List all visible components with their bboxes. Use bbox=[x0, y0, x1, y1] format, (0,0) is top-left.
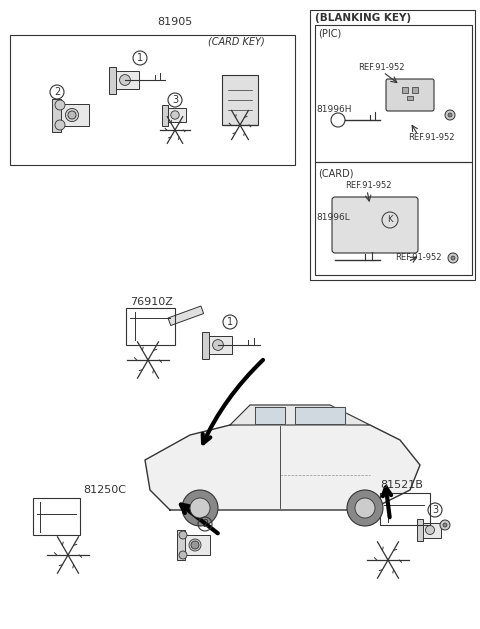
Polygon shape bbox=[295, 407, 345, 424]
Circle shape bbox=[179, 531, 187, 539]
Circle shape bbox=[445, 110, 455, 120]
Bar bbox=[180, 535, 210, 555]
Circle shape bbox=[448, 253, 458, 263]
FancyBboxPatch shape bbox=[386, 79, 434, 111]
Bar bbox=[380, 493, 430, 525]
Text: 3: 3 bbox=[172, 95, 178, 105]
Circle shape bbox=[65, 108, 79, 121]
Circle shape bbox=[55, 100, 65, 110]
Bar bbox=[417, 519, 422, 541]
Text: REF.91-952: REF.91-952 bbox=[408, 133, 455, 143]
Circle shape bbox=[448, 113, 452, 117]
Text: 81250C: 81250C bbox=[83, 485, 126, 495]
Bar bbox=[56, 104, 88, 126]
Circle shape bbox=[440, 520, 450, 530]
Bar bbox=[33, 498, 80, 535]
Text: 2: 2 bbox=[54, 87, 60, 97]
Circle shape bbox=[191, 541, 199, 549]
Circle shape bbox=[347, 490, 383, 526]
Bar bbox=[165, 108, 185, 122]
Circle shape bbox=[182, 490, 218, 526]
Bar bbox=[419, 523, 441, 538]
Circle shape bbox=[443, 523, 447, 527]
Polygon shape bbox=[145, 420, 420, 510]
Bar bbox=[315, 162, 472, 275]
Text: 3: 3 bbox=[432, 505, 438, 515]
Bar bbox=[162, 104, 168, 126]
Text: K: K bbox=[387, 216, 393, 225]
Text: (CARD KEY): (CARD KEY) bbox=[208, 37, 265, 47]
FancyBboxPatch shape bbox=[332, 197, 418, 253]
Circle shape bbox=[190, 498, 210, 518]
Bar bbox=[222, 75, 258, 125]
Bar bbox=[52, 99, 61, 131]
Bar bbox=[310, 10, 475, 280]
Bar bbox=[126, 308, 175, 345]
Text: 81521B: 81521B bbox=[380, 480, 423, 490]
Text: 81905: 81905 bbox=[157, 17, 192, 27]
Polygon shape bbox=[230, 405, 370, 425]
Text: 2: 2 bbox=[202, 519, 208, 529]
Circle shape bbox=[68, 111, 76, 119]
Text: 76910Z: 76910Z bbox=[130, 297, 173, 307]
Bar bbox=[111, 71, 139, 89]
Circle shape bbox=[189, 539, 201, 551]
Text: 1: 1 bbox=[137, 53, 143, 63]
Circle shape bbox=[179, 551, 187, 559]
Bar bbox=[177, 530, 185, 560]
Bar bbox=[202, 331, 209, 359]
Text: 81996L: 81996L bbox=[316, 213, 350, 223]
Polygon shape bbox=[255, 407, 285, 424]
Bar bbox=[315, 25, 472, 162]
Text: 81996H: 81996H bbox=[316, 106, 351, 114]
Bar bbox=[407, 96, 413, 100]
Circle shape bbox=[451, 256, 455, 260]
Text: (BLANKING KEY): (BLANKING KEY) bbox=[315, 13, 411, 23]
Text: REF.91-952: REF.91-952 bbox=[345, 181, 392, 189]
Text: REF.91-952: REF.91-952 bbox=[395, 253, 442, 262]
Circle shape bbox=[355, 498, 375, 518]
Circle shape bbox=[120, 75, 131, 86]
Bar bbox=[204, 336, 231, 354]
Circle shape bbox=[171, 111, 179, 120]
Text: (CARD): (CARD) bbox=[318, 168, 353, 178]
Bar bbox=[168, 306, 204, 326]
Bar bbox=[109, 67, 116, 94]
Bar bbox=[402, 87, 408, 93]
Circle shape bbox=[213, 340, 223, 350]
Bar bbox=[412, 87, 418, 93]
Circle shape bbox=[425, 525, 434, 535]
Text: 1: 1 bbox=[227, 317, 233, 327]
Circle shape bbox=[55, 120, 65, 130]
Text: REF.91-952: REF.91-952 bbox=[358, 64, 405, 72]
Text: (PIC): (PIC) bbox=[318, 28, 341, 38]
Bar bbox=[10, 35, 295, 165]
